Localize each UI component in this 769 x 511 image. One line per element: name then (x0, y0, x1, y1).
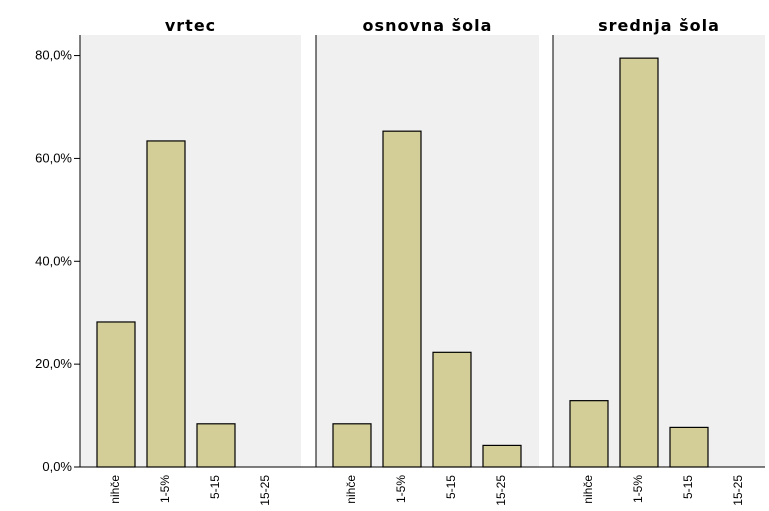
bar-2-2 (669, 426, 709, 468)
bar-0-2 (196, 423, 236, 468)
x-tick-label: 1-5% (394, 475, 408, 503)
panel-title: osnovna šola (363, 16, 493, 35)
panel-background (553, 35, 765, 467)
y-tick-label: 0,0% (42, 459, 72, 474)
panel-background (316, 35, 539, 467)
bar-1-0 (332, 423, 372, 468)
y-tick-label: 80,0% (35, 48, 72, 63)
x-tick-label: 15-25 (731, 475, 745, 506)
x-tick-label: 5-15 (208, 475, 222, 499)
panel-title: srednja šola (598, 16, 720, 35)
bar-1-3 (482, 444, 522, 468)
x-tick-label: nihče (581, 475, 595, 504)
x-tick-label: 5-15 (444, 475, 458, 499)
y-tick-label: 20,0% (35, 356, 72, 371)
y-tick-label: 60,0% (35, 150, 72, 165)
x-tick-label: 15-25 (494, 475, 508, 506)
bar-0-1 (146, 140, 186, 468)
bar-2-0 (569, 400, 609, 468)
x-tick-label: 15-25 (258, 475, 272, 506)
x-tick-label: nihče (344, 475, 358, 504)
x-tick-label: 1-5% (631, 475, 645, 503)
x-tick-label: 1-5% (158, 475, 172, 503)
x-tick-label: 5-15 (681, 475, 695, 499)
x-tick-label: nihče (108, 475, 122, 504)
bar-2-1 (619, 57, 659, 468)
bar-0-0 (96, 321, 136, 468)
bar-1-1 (382, 130, 422, 468)
panel-title: vrtec (165, 16, 216, 35)
bar-1-2 (432, 351, 472, 468)
y-tick-label: 40,0% (35, 253, 72, 268)
